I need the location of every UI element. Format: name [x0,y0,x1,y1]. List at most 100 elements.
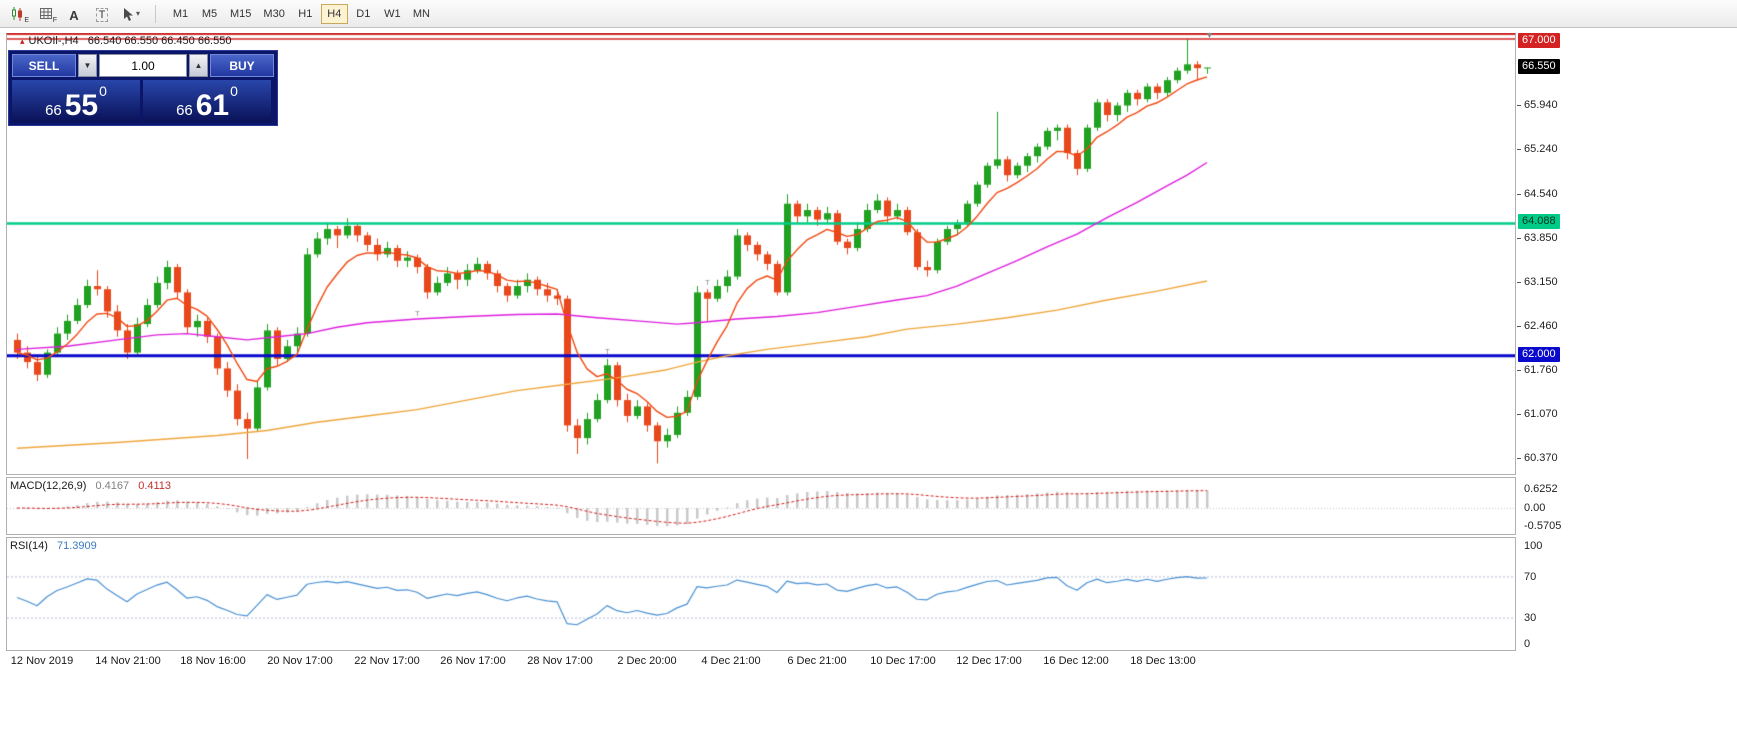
time-axis-label: 20 Nov 17:00 [267,655,333,667]
cursor-icon [124,7,133,21]
price-axis-tick: 65.240 [1524,143,1558,156]
buy-button[interactable]: BUY [210,54,274,77]
time-axis-label: 18 Nov 16:00 [180,655,246,667]
price-axis-tick-mark [1517,325,1521,327]
price-axis-tick-mark [1517,281,1521,283]
toolbar: E F A T ▾ M1 M5 M15 M30 H1 H4 D1 W1 MN [0,0,1737,28]
sell-button[interactable]: SELL [12,54,76,77]
trade-controls-row: SELL ▼ ▲ BUY [12,54,274,77]
sell-price-display[interactable]: 66 55 0 [12,80,140,122]
price-axis-tick: 65.940 [1524,99,1558,112]
price-axis-tick: 63.150 [1524,275,1558,288]
price-axis-tick: 61.070 [1524,407,1558,420]
timeframe-button-m5[interactable]: M5 [196,4,223,24]
price-axis-tick-mark [1517,237,1521,239]
toolbar-separator [155,4,157,23]
time-axis-label: 2 Dec 20:00 [617,655,677,667]
time-axis-label: 4 Dec 21:00 [701,655,761,667]
chart-ohlc-values: 66.540 66.550 66.450 66.550 [87,35,232,47]
macd-canvas[interactable] [7,478,1515,534]
timeframe-button-d1[interactable]: D1 [350,4,377,24]
grid-button[interactable]: F [33,3,59,25]
chart-symbol-period: UKOIl-,H4 [28,35,79,47]
time-axis-label: 18 Dec 13:00 [1130,655,1196,667]
chart-shift-marker-icon: ▼ [1205,30,1214,40]
rsi-panel[interactable] [6,537,1516,651]
price-badge: 62.000 [1518,346,1560,362]
macd-panel[interactable] [6,477,1516,535]
price-axis-tick: 62.460 [1524,319,1558,332]
one-click-trading-panel: SELL ▼ ▲ BUY 66 55 0 66 61 0 [8,50,278,126]
rsi-axis-tick: 0 [1524,638,1531,650]
price-axis-tick-mark [1517,458,1521,459]
time-axis-label: 26 Nov 17:00 [440,655,506,667]
rsi-name: RSI(14) [10,540,48,552]
text-tool-button[interactable]: T [89,3,115,25]
timeframe-button-mn[interactable]: MN [408,4,435,24]
volume-decrement-button[interactable]: ▼ [78,54,97,77]
rsi-axis: 100 70 30 0 [1517,537,1581,651]
macd-axis-tick: 0.6252 [1524,482,1558,495]
price-axis-tick: 63.850 [1524,231,1558,244]
time-axis-label: 10 Dec 17:00 [870,655,936,667]
sell-price-int: 66 [45,101,62,119]
price-axis-tick-mark [1517,369,1521,371]
time-axis-label: 12 Dec 17:00 [956,655,1022,667]
chart-title-icon: ▴ [20,36,25,46]
time-axis-label: 14 Nov 21:00 [95,655,161,667]
candlestick-chart-button[interactable]: E [5,3,31,25]
chart-title: ▴ UKOIl-,H4 66.540 66.550 66.450 66.550 [20,35,231,47]
time-axis[interactable]: 12 Nov 2019 14 Nov 21:00 18 Nov 16:00 20 No… [6,653,1516,673]
chevron-down-icon: ▾ [136,9,141,18]
macd-signal-value: 0.4113 [138,480,172,492]
tool-sub-label: E [24,16,29,24]
sell-price-fraction: 0 [99,83,107,99]
buy-price-display[interactable]: 66 61 0 [143,80,271,122]
price-axis-tick: 64.540 [1524,187,1558,200]
volume-input[interactable] [99,54,187,77]
macd-axis-tick: -0.5705 [1524,519,1562,532]
price-axis-tick-mark [1517,193,1521,195]
timeframe-button-h1[interactable]: H1 [292,4,319,24]
timeframe-button-h4[interactable]: H4 [320,3,348,24]
volume-increment-button[interactable]: ▲ [189,54,208,77]
rsi-label: RSI(14) 71.3909 [10,540,97,552]
trade-quotes-row: 66 55 0 66 61 0 [12,80,274,122]
time-axis-label: 16 Dec 12:00 [1043,655,1109,667]
rsi-axis-tick: 70 [1524,570,1537,583]
buy-price-int: 66 [176,101,193,119]
price-badge: 64.088 [1518,214,1560,230]
timeframe-button-w1[interactable]: W1 [379,4,406,24]
price-badge: 67.000 [1518,33,1560,48]
macd-name: MACD(12,26,9) [10,480,87,492]
timeframe-button-m15[interactable]: M15 [225,4,256,24]
candlestick-icon [12,6,22,21]
time-axis-label: 6 Dec 21:00 [787,655,847,667]
buy-price-fraction: 0 [230,83,238,99]
time-axis-label: 28 Nov 17:00 [527,655,593,667]
grid-icon [39,7,52,19]
text-label-icon: A [69,7,79,23]
timeframe-button-group: M1 M5 M15 M30 H1 H4 D1 W1 MN [166,3,436,24]
price-axis-tick: 61.760 [1524,363,1558,376]
buy-price-pips: 61 [195,89,230,123]
price-axis[interactable]: 65.940 65.240 64.540 63.850 63.150 62.460 61.7… [1517,33,1581,475]
rsi-canvas[interactable] [7,538,1515,650]
tool-sub-label: F [52,16,57,24]
macd-axis-tick: 0.00 [1524,502,1546,514]
rsi-value: 71.3909 [56,540,97,552]
timeframe-button-m1[interactable]: M1 [167,4,194,24]
sell-price-pips: 55 [64,89,99,123]
macd-axis: 0.6252 0.00 -0.5705 [1517,477,1581,535]
rsi-axis-tick: 30 [1524,612,1537,625]
macd-main-value: 0.4167 [95,480,130,492]
timeframe-button-m30[interactable]: M30 [258,4,289,24]
price-axis-tick-mark [1517,413,1521,415]
macd-label: MACD(12,26,9) 0.4167 0.4113 [10,480,171,492]
rsi-axis-tick: 100 [1524,540,1543,552]
text-tool-icon: T [95,7,109,22]
time-axis-label: 12 Nov 2019 [10,655,74,667]
text-label-button[interactable]: A [61,3,87,25]
price-badge: 66.550 [1518,58,1560,74]
cursor-tool-button[interactable]: ▾ [117,3,144,25]
